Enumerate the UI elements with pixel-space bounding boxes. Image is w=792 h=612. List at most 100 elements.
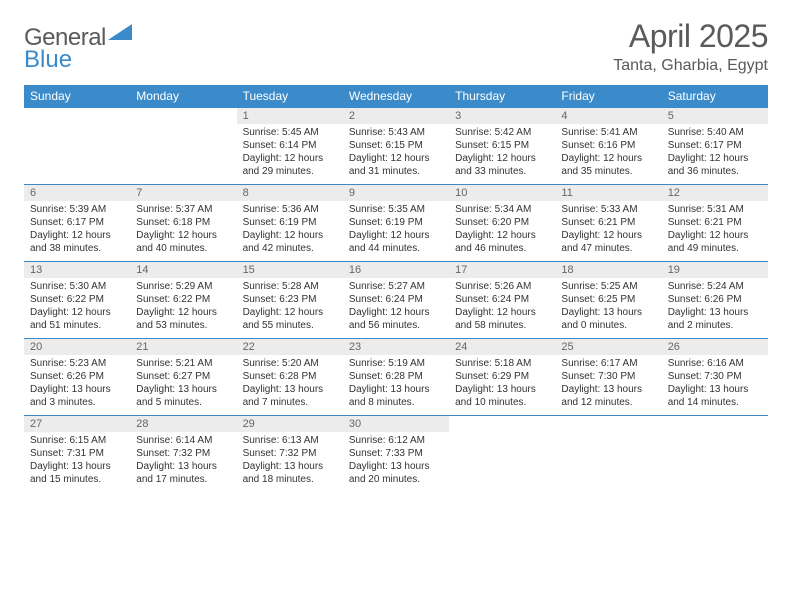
daylight-line1: Daylight: 12 hours (561, 229, 655, 242)
day-number (449, 416, 555, 433)
daylight-line1: Daylight: 12 hours (30, 306, 124, 319)
day-data: Sunrise: 6:16 AMSunset: 7:30 PMDaylight:… (662, 355, 768, 415)
day-data (449, 432, 555, 492)
day-data: Sunrise: 5:30 AMSunset: 6:22 PMDaylight:… (24, 278, 130, 338)
daynum-row: 27282930 (24, 416, 768, 433)
sunset-text: Sunset: 6:22 PM (136, 293, 230, 306)
day-number: 1 (237, 108, 343, 125)
sunrise-text: Sunrise: 6:15 AM (30, 434, 124, 447)
daylight-line2: and 40 minutes. (136, 242, 230, 255)
day-data (662, 432, 768, 492)
day-number: 6 (24, 185, 130, 202)
daydata-row: Sunrise: 5:45 AMSunset: 6:14 PMDaylight:… (24, 124, 768, 184)
daylight-line1: Daylight: 12 hours (349, 229, 443, 242)
day-data: Sunrise: 5:33 AMSunset: 6:21 PMDaylight:… (555, 201, 661, 261)
sunrise-text: Sunrise: 6:16 AM (668, 357, 762, 370)
daynum-row: 12345 (24, 108, 768, 125)
day-number: 30 (343, 416, 449, 433)
calendar-week: 6789101112Sunrise: 5:39 AMSunset: 6:17 P… (24, 184, 768, 261)
brand-triangle-icon (108, 24, 134, 49)
dayhead-tuesday: Tuesday (237, 85, 343, 107)
day-number: 17 (449, 262, 555, 279)
day-data: Sunrise: 6:14 AMSunset: 7:32 PMDaylight:… (130, 432, 236, 492)
daylight-line2: and 42 minutes. (243, 242, 337, 255)
daylight-line2: and 17 minutes. (136, 473, 230, 486)
day-data: Sunrise: 6:13 AMSunset: 7:32 PMDaylight:… (237, 432, 343, 492)
dayhead-monday: Monday (130, 85, 236, 107)
sunset-text: Sunset: 6:19 PM (349, 216, 443, 229)
day-data: Sunrise: 6:17 AMSunset: 7:30 PMDaylight:… (555, 355, 661, 415)
daylight-line2: and 44 minutes. (349, 242, 443, 255)
sunset-text: Sunset: 6:17 PM (668, 139, 762, 152)
daylight-line1: Daylight: 13 hours (136, 383, 230, 396)
day-data: Sunrise: 5:45 AMSunset: 6:14 PMDaylight:… (237, 124, 343, 184)
daylight-line1: Daylight: 13 hours (668, 383, 762, 396)
dayhead-wednesday: Wednesday (343, 85, 449, 107)
sunset-text: Sunset: 6:14 PM (243, 139, 337, 152)
sunrise-text: Sunrise: 5:25 AM (561, 280, 655, 293)
daylight-line2: and 10 minutes. (455, 396, 549, 409)
day-data: Sunrise: 5:23 AMSunset: 6:26 PMDaylight:… (24, 355, 130, 415)
sunrise-text: Sunrise: 5:43 AM (349, 126, 443, 139)
sunset-text: Sunset: 6:27 PM (136, 370, 230, 383)
sunrise-text: Sunrise: 6:13 AM (243, 434, 337, 447)
day-data (555, 432, 661, 492)
daylight-line1: Daylight: 12 hours (243, 152, 337, 165)
daydata-row: Sunrise: 5:30 AMSunset: 6:22 PMDaylight:… (24, 278, 768, 338)
daylight-line2: and 49 minutes. (668, 242, 762, 255)
sunset-text: Sunset: 6:25 PM (561, 293, 655, 306)
daylight-line1: Daylight: 13 hours (243, 460, 337, 473)
sunrise-text: Sunrise: 5:41 AM (561, 126, 655, 139)
daynum-row: 6789101112 (24, 185, 768, 202)
daylight-line2: and 0 minutes. (561, 319, 655, 332)
day-data: Sunrise: 5:40 AMSunset: 6:17 PMDaylight:… (662, 124, 768, 184)
sunrise-text: Sunrise: 5:23 AM (30, 357, 124, 370)
title-block: April 2025 Tanta, Gharbia, Egypt (613, 18, 768, 75)
day-number: 27 (24, 416, 130, 433)
day-number: 5 (662, 108, 768, 125)
daylight-line2: and 20 minutes. (349, 473, 443, 486)
sunset-text: Sunset: 6:28 PM (349, 370, 443, 383)
daylight-line1: Daylight: 12 hours (136, 229, 230, 242)
calendar-header-row: Sunday Monday Tuesday Wednesday Thursday… (24, 85, 768, 107)
sunrise-text: Sunrise: 5:27 AM (349, 280, 443, 293)
sunset-text: Sunset: 7:33 PM (349, 447, 443, 460)
sunset-text: Sunset: 6:26 PM (668, 293, 762, 306)
daylight-line1: Daylight: 12 hours (668, 152, 762, 165)
daydata-row: Sunrise: 5:23 AMSunset: 6:26 PMDaylight:… (24, 355, 768, 415)
calendar-body: 12345Sunrise: 5:45 AMSunset: 6:14 PMDayl… (24, 107, 768, 492)
daylight-line1: Daylight: 12 hours (30, 229, 124, 242)
daylight-line2: and 58 minutes. (455, 319, 549, 332)
sunrise-text: Sunrise: 6:14 AM (136, 434, 230, 447)
sunrise-text: Sunrise: 6:12 AM (349, 434, 443, 447)
day-number: 15 (237, 262, 343, 279)
daylight-line2: and 53 minutes. (136, 319, 230, 332)
day-number: 21 (130, 339, 236, 356)
daylight-line2: and 56 minutes. (349, 319, 443, 332)
sunrise-text: Sunrise: 5:20 AM (243, 357, 337, 370)
sunrise-text: Sunrise: 5:33 AM (561, 203, 655, 216)
sunset-text: Sunset: 6:20 PM (455, 216, 549, 229)
day-data: Sunrise: 5:29 AMSunset: 6:22 PMDaylight:… (130, 278, 236, 338)
sunrise-text: Sunrise: 6:17 AM (561, 357, 655, 370)
day-data: Sunrise: 5:36 AMSunset: 6:19 PMDaylight:… (237, 201, 343, 261)
sunset-text: Sunset: 6:29 PM (455, 370, 549, 383)
daylight-line1: Daylight: 12 hours (455, 306, 549, 319)
daylight-line2: and 5 minutes. (136, 396, 230, 409)
sunrise-text: Sunrise: 5:40 AM (668, 126, 762, 139)
daylight-line2: and 8 minutes. (349, 396, 443, 409)
daylight-line1: Daylight: 13 hours (349, 460, 443, 473)
day-number: 8 (237, 185, 343, 202)
daylight-line1: Daylight: 13 hours (30, 383, 124, 396)
day-number: 29 (237, 416, 343, 433)
sunrise-text: Sunrise: 5:24 AM (668, 280, 762, 293)
sunset-text: Sunset: 6:15 PM (349, 139, 443, 152)
sunrise-text: Sunrise: 5:18 AM (455, 357, 549, 370)
daylight-line1: Daylight: 12 hours (136, 306, 230, 319)
daylight-line1: Daylight: 12 hours (349, 152, 443, 165)
day-number (555, 416, 661, 433)
daylight-line1: Daylight: 13 hours (30, 460, 124, 473)
daylight-line2: and 46 minutes. (455, 242, 549, 255)
calendar-week: 20212223242526Sunrise: 5:23 AMSunset: 6:… (24, 338, 768, 415)
calendar-week: 12345Sunrise: 5:45 AMSunset: 6:14 PMDayl… (24, 107, 768, 184)
